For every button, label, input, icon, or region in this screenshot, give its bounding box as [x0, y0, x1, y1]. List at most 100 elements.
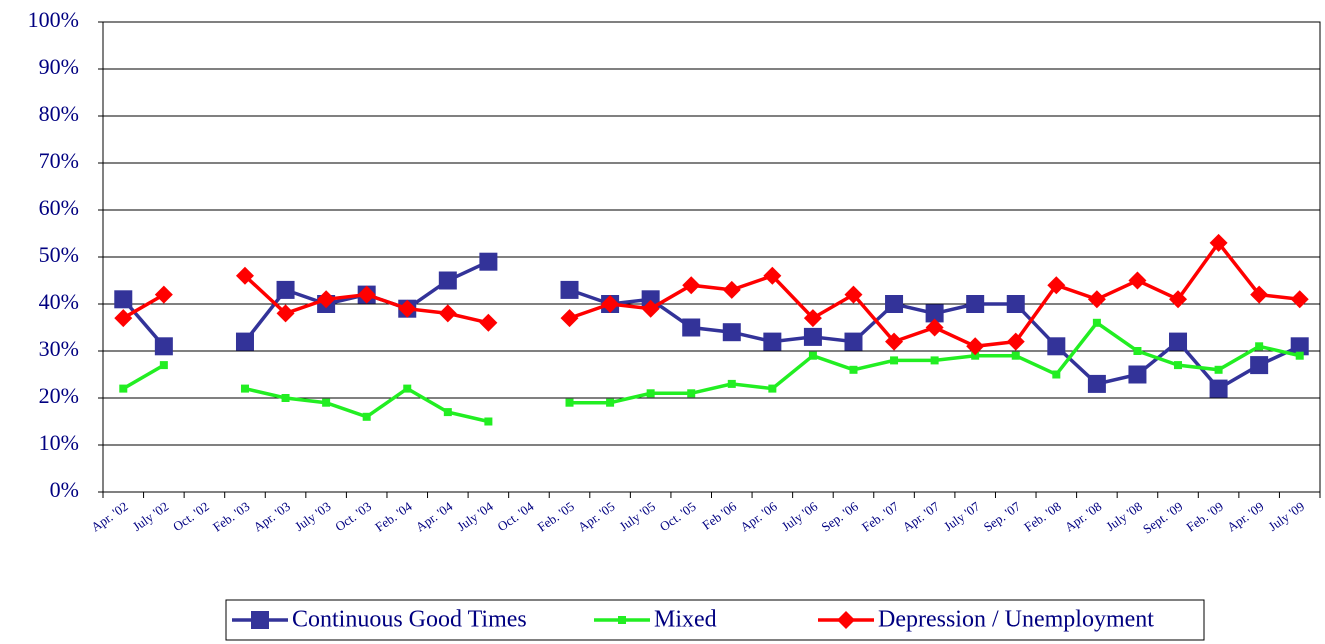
x-tick-label: Feb. '09 — [1184, 499, 1226, 535]
marker — [930, 356, 939, 365]
marker — [114, 290, 133, 309]
marker — [1047, 276, 1066, 295]
x-tick-label: July '02 — [130, 499, 172, 534]
marker — [837, 611, 855, 629]
marker — [565, 398, 574, 407]
x-tick-label: Feb. '07 — [859, 498, 902, 534]
y-tick-label: 100% — [28, 7, 79, 32]
marker — [235, 332, 254, 351]
marker — [1087, 290, 1106, 309]
series — [114, 233, 1309, 356]
marker — [1047, 337, 1066, 356]
marker — [808, 351, 817, 360]
marker — [1255, 342, 1264, 351]
x-tick-label: Sept. '09 — [1140, 499, 1185, 537]
marker — [357, 285, 376, 304]
marker — [803, 327, 822, 346]
y-tick-label: 60% — [39, 195, 79, 220]
x-tick-label: July '07 — [941, 498, 983, 534]
y-tick-label: 50% — [39, 242, 79, 267]
x-tick-label: Feb. '08 — [1021, 499, 1063, 535]
marker — [1174, 361, 1183, 370]
x-tick-label: Apr. '05 — [575, 499, 617, 535]
x-tick-label: Apr. '04 — [413, 498, 456, 534]
marker — [849, 365, 858, 374]
marker — [722, 323, 741, 342]
x-tick-label: Apr. '03 — [251, 499, 293, 535]
marker — [722, 280, 741, 299]
marker — [1128, 365, 1147, 384]
marker — [235, 266, 254, 285]
marker — [1209, 379, 1228, 398]
marker — [1006, 332, 1025, 351]
legend-box — [225, 599, 1205, 641]
marker — [438, 304, 457, 323]
marker — [1128, 271, 1147, 290]
x-tick-label: July '03 — [292, 499, 334, 534]
marker — [362, 412, 371, 421]
y-tick-label: 40% — [39, 289, 79, 314]
marker — [803, 309, 822, 328]
y-tick-label: 90% — [39, 54, 79, 79]
legend-label: Depression / Unemployment — [878, 607, 1154, 633]
marker — [317, 290, 336, 309]
marker — [763, 332, 782, 351]
marker — [606, 398, 615, 407]
marker — [844, 285, 863, 304]
marker — [966, 337, 985, 356]
marker — [119, 384, 128, 393]
marker — [398, 299, 417, 318]
y-tick-label: 0% — [50, 477, 79, 502]
marker — [479, 252, 498, 271]
x-tick-label: July '05 — [616, 499, 658, 534]
marker — [560, 280, 579, 299]
marker — [276, 280, 295, 299]
marker — [641, 290, 660, 309]
series — [114, 252, 1309, 398]
x-tick-label: Oct. '04 — [495, 498, 537, 534]
x-tick-label: Oct. '02 — [170, 499, 212, 535]
marker — [890, 356, 899, 365]
marker — [251, 611, 269, 629]
marker — [1087, 374, 1106, 393]
marker — [768, 384, 777, 393]
marker — [1295, 351, 1304, 360]
x-tick-label: July '08 — [1103, 499, 1145, 534]
x-tick-label: Apr. '02 — [88, 499, 130, 535]
marker — [885, 332, 904, 351]
x-tick-label: Feb. '04 — [372, 498, 415, 534]
y-tick-label: 80% — [39, 101, 79, 126]
marker — [1169, 290, 1188, 309]
marker — [1011, 351, 1020, 360]
marker — [240, 384, 249, 393]
legend-label: Continuous Good Times — [292, 607, 527, 633]
x-tick-label: Apr. '09 — [1224, 499, 1266, 535]
x-tick-label: Apr. '07 — [900, 498, 943, 534]
marker — [560, 309, 579, 328]
marker — [1290, 337, 1309, 356]
marker — [154, 285, 173, 304]
marker — [885, 295, 904, 313]
marker — [1092, 318, 1101, 327]
marker — [682, 276, 701, 295]
marker — [844, 332, 863, 351]
marker — [484, 417, 493, 426]
x-tick-label: Sep. '07 — [981, 498, 1024, 534]
marker — [276, 304, 295, 323]
marker — [1290, 290, 1309, 309]
x-tick-label: Oct. '05 — [657, 499, 699, 535]
x-tick-label: July '04 — [454, 498, 496, 534]
series-line — [122, 320, 1301, 424]
x-tick-label: Sep. '06 — [818, 498, 861, 534]
marker — [1214, 365, 1223, 374]
x-tick-label: Feb '06 — [699, 498, 739, 532]
y-tick-label: 30% — [39, 336, 79, 361]
marker — [1209, 233, 1228, 252]
marker — [479, 313, 498, 332]
marker — [114, 309, 133, 328]
marker — [154, 337, 173, 356]
marker — [925, 318, 944, 337]
marker — [966, 295, 985, 313]
marker — [682, 318, 701, 337]
x-tick-label: Feb. '05 — [534, 499, 576, 535]
